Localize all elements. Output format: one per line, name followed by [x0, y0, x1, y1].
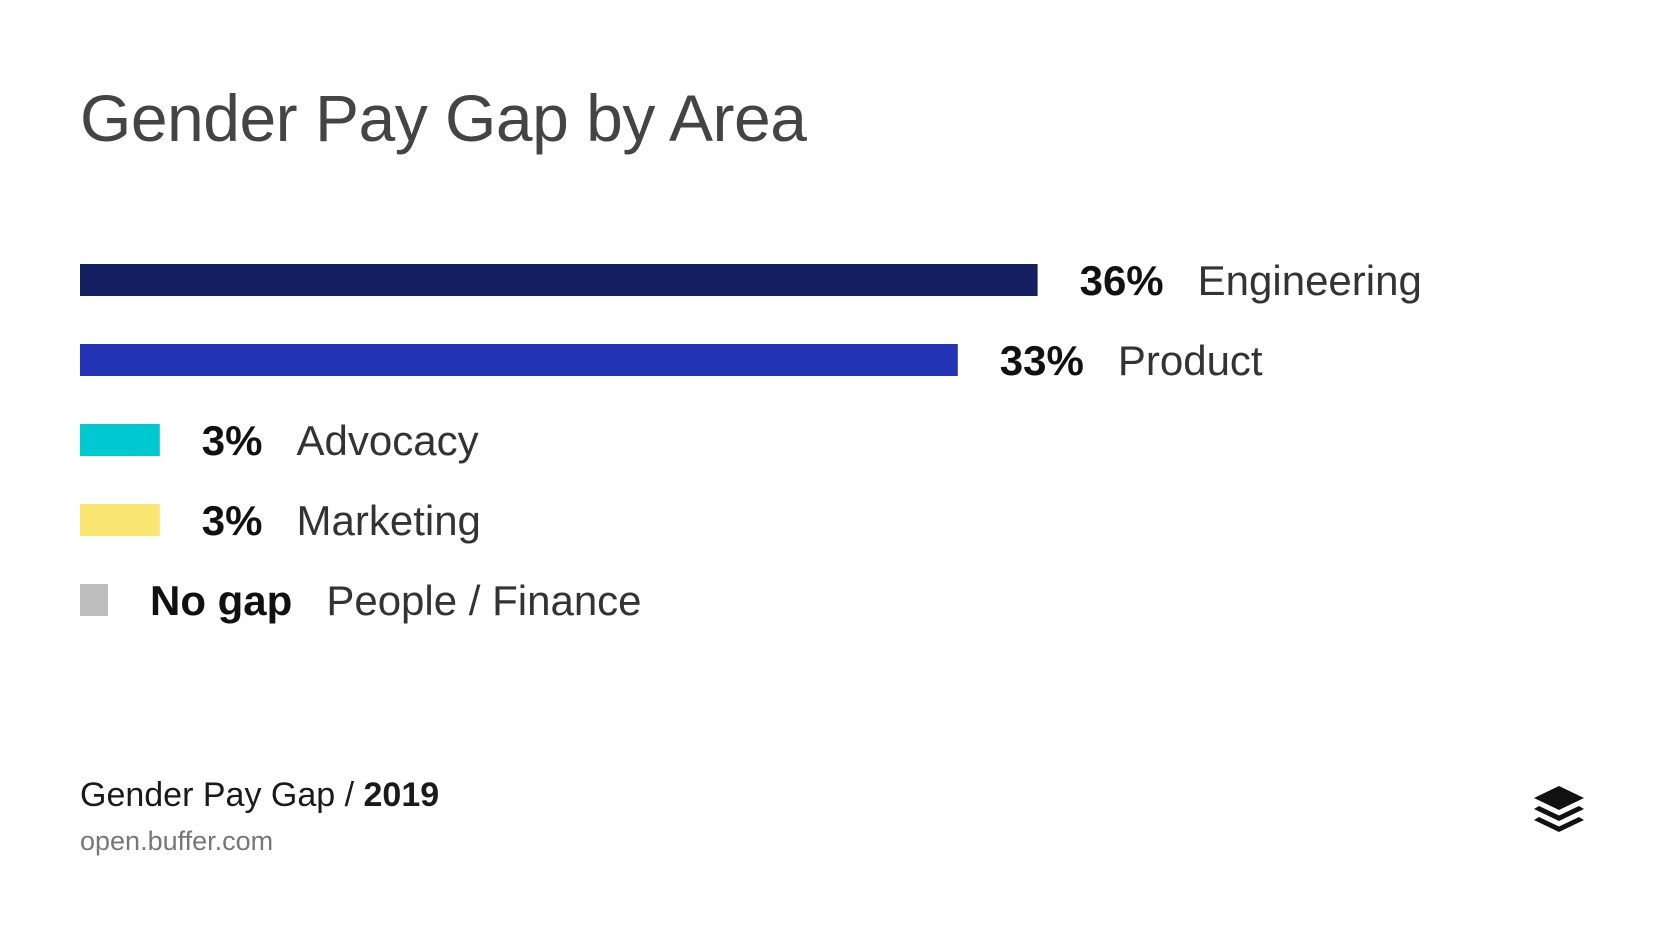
category-label: Engineering — [1198, 257, 1422, 304]
value-label: 33% — [1000, 337, 1084, 384]
bar-advocacy — [80, 424, 160, 456]
value-label: No gap — [150, 577, 292, 624]
value-label: 3% — [202, 497, 263, 544]
chart-title: Gender Pay Gap by Area — [80, 81, 807, 155]
value-label: 36% — [1080, 257, 1164, 304]
footer-caption: Gender Pay Gap / 2019 — [80, 776, 439, 815]
category-label: People / Finance — [326, 577, 641, 624]
category-label: Advocacy — [297, 417, 479, 464]
bar-people-finance — [80, 584, 108, 616]
buffer-stack-icon — [1534, 786, 1584, 832]
value-label: 3% — [202, 417, 263, 464]
footer-caption-prefix: Gender Pay Gap / — [80, 776, 364, 814]
bar-chart: 36% 33% 3% 3% No gap Engineering Product Advoca… — [80, 257, 1422, 624]
footer-url: open.buffer.com — [80, 826, 274, 856]
category-label: Product — [1118, 337, 1263, 384]
bar-marketing — [80, 504, 160, 536]
bar-product — [80, 344, 958, 376]
category-label: Marketing — [297, 497, 481, 544]
bar-engineering — [80, 264, 1038, 296]
footer-year: 2019 — [363, 776, 440, 814]
